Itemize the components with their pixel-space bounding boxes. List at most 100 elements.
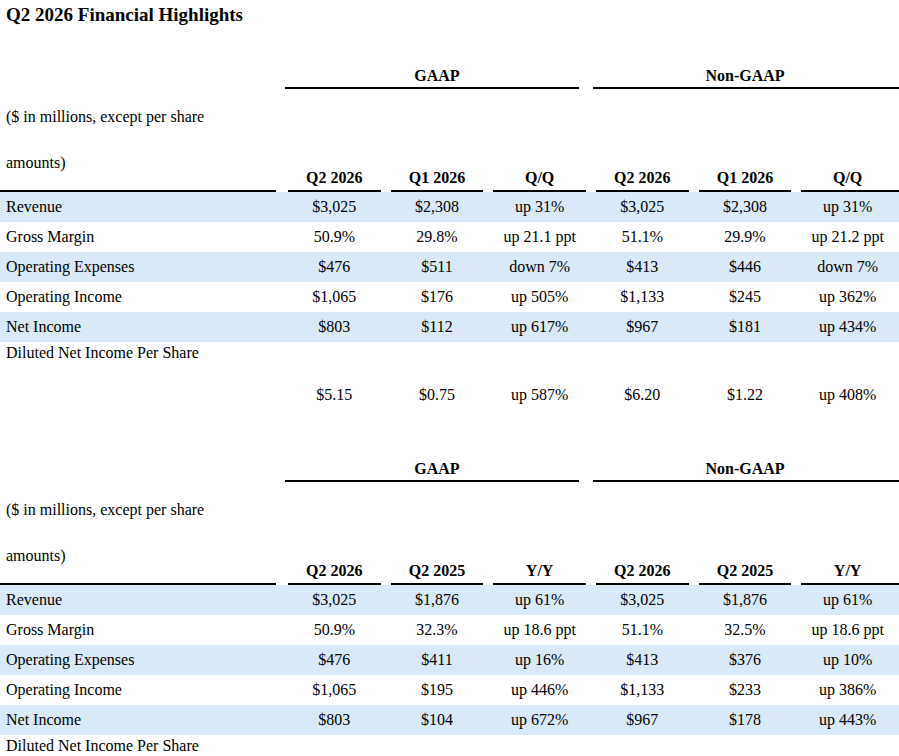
table-row-gross-margin: Gross Margin 50.9% 32.3% up 18.6 ppt 51.…	[0, 615, 899, 645]
table-cell: $1.22	[694, 342, 797, 414]
table-cell: $245	[694, 282, 797, 312]
row-label: Operating Income	[0, 282, 283, 312]
row-label: Revenue	[0, 192, 283, 222]
table-cell: $5.15	[283, 735, 386, 756]
table-cell: $411	[386, 645, 489, 675]
gaap-group-header: GAAP	[283, 444, 591, 482]
table-cell: $233	[694, 675, 797, 705]
table-cell: up 31%	[488, 192, 591, 222]
table-cell: up 443%	[796, 705, 899, 735]
table-row-revenue: Revenue $3,025 $1,876 up 61% $3,025 $1,8…	[0, 585, 899, 615]
table-row-operating-expenses: Operating Expenses $476 $511 down 7% $41…	[0, 252, 899, 282]
units-note: ($ in millions, except per share amounts…	[0, 89, 283, 192]
non-gaap-group-header: Non-GAAP	[591, 444, 899, 482]
table-cell: $104	[386, 705, 489, 735]
row-label: Operating Expenses	[0, 645, 283, 675]
table-cell: $376	[694, 645, 797, 675]
table-cell: 51.1%	[591, 615, 694, 645]
column-header: Q1 2026	[386, 89, 489, 192]
table-cell: up 362%	[796, 282, 899, 312]
column-header-row: ($ in millions, except per share amounts…	[0, 482, 899, 585]
qoq-table: GAAP Non-GAAP ($ in millions, except per…	[0, 51, 899, 414]
table-cell: up 21.2 ppt	[796, 222, 899, 252]
page-title: Q2 2026 Financial Highlights	[0, 0, 899, 26]
table-row-operating-income: Operating Income $1,065 $176 up 505% $1,…	[0, 282, 899, 312]
table-cell: down 7%	[488, 252, 591, 282]
table-cell: 32.3%	[386, 615, 489, 645]
table-cell: up 505%	[488, 282, 591, 312]
table-cell: $3,025	[283, 192, 386, 222]
row-label: Gross Margin	[0, 615, 283, 645]
row-label: Gross Margin	[0, 222, 283, 252]
table-cell: up 434%	[796, 312, 899, 342]
column-header: Y/Y	[796, 482, 899, 585]
column-header: Q2 2026	[283, 482, 386, 585]
table-cell: $195	[386, 675, 489, 705]
column-header: Q2 2026	[283, 89, 386, 192]
table-cell: $413	[591, 252, 694, 282]
row-label: Operating Income	[0, 675, 283, 705]
table-cell: $1,133	[591, 282, 694, 312]
row-label: Net Income	[0, 312, 283, 342]
row-label: Net Income	[0, 705, 283, 735]
column-header: Q2 2026	[591, 89, 694, 192]
table-cell: $6.20	[591, 342, 694, 414]
table-cell: $3,025	[591, 192, 694, 222]
table-cell: $5.15	[283, 342, 386, 414]
table-cell: up 18.6 ppt	[796, 615, 899, 645]
column-header-row: ($ in millions, except per share amounts…	[0, 89, 899, 192]
table-cell: $2,308	[386, 192, 489, 222]
group-header-spacer	[0, 51, 283, 89]
group-header-spacer	[0, 444, 283, 482]
table-cell: $476	[283, 645, 386, 675]
table-cell: up 408%	[796, 342, 899, 414]
table-cell: up 16%	[488, 645, 591, 675]
column-header: Q2 2026	[591, 482, 694, 585]
row-label: Revenue	[0, 585, 283, 615]
group-header-row: GAAP Non-GAAP	[0, 51, 899, 89]
table-cell: $3,025	[283, 585, 386, 615]
table-row-net-income: Net Income $803 $104 up 672% $967 $178 u…	[0, 705, 899, 735]
column-header: Y/Y	[488, 482, 591, 585]
table-cell: up 21.1 ppt	[488, 222, 591, 252]
column-header: Q2 2025	[386, 482, 489, 585]
column-header: Q2 2025	[694, 482, 797, 585]
table-cell: $476	[283, 252, 386, 282]
table-cell: up 446%	[488, 675, 591, 705]
table-cell: 29.9%	[694, 222, 797, 252]
column-header: Q/Q	[796, 89, 899, 192]
row-label: Diluted Net Income Per Share	[0, 342, 283, 414]
table-cell: $3,025	[591, 585, 694, 615]
column-header: Q/Q	[488, 89, 591, 192]
table-cell: 32.5%	[694, 615, 797, 645]
table-cell: $6.20	[591, 735, 694, 756]
table-cell: $112	[386, 312, 489, 342]
table-cell: up 615%	[488, 735, 591, 756]
row-label: Operating Expenses	[0, 252, 283, 282]
row-label: Diluted Net Income Per Share	[0, 735, 283, 756]
table-row-operating-expenses: Operating Expenses $476 $411 up 16% $413…	[0, 645, 899, 675]
table-cell: $2,308	[694, 192, 797, 222]
table-row-gross-margin: Gross Margin 50.9% 29.8% up 21.1 ppt 51.…	[0, 222, 899, 252]
table-cell: up 18.6 ppt	[488, 615, 591, 645]
table-cell: $1,876	[694, 585, 797, 615]
non-gaap-group-header: Non-GAAP	[591, 51, 899, 89]
table-cell: 29.8%	[386, 222, 489, 252]
table-row-diluted-eps: Diluted Net Income Per Share $5.15 $0.75…	[0, 342, 899, 414]
table-cell: $0.75	[386, 342, 489, 414]
units-note: ($ in millions, except per share amounts…	[0, 482, 283, 585]
table-cell: $967	[591, 312, 694, 342]
table-cell: $0.72	[386, 735, 489, 756]
table-cell: $178	[694, 705, 797, 735]
table-cell: $1.23	[694, 735, 797, 756]
table-cell: $181	[694, 312, 797, 342]
table-cell: up 404%	[796, 735, 899, 756]
table-cell: up 31%	[796, 192, 899, 222]
table-cell: up 10%	[796, 645, 899, 675]
table-cell: $413	[591, 645, 694, 675]
table-cell: $1,065	[283, 675, 386, 705]
column-header: Q1 2026	[694, 89, 797, 192]
table-cell: $1,876	[386, 585, 489, 615]
table-cell: $446	[694, 252, 797, 282]
table-cell: $1,065	[283, 282, 386, 312]
